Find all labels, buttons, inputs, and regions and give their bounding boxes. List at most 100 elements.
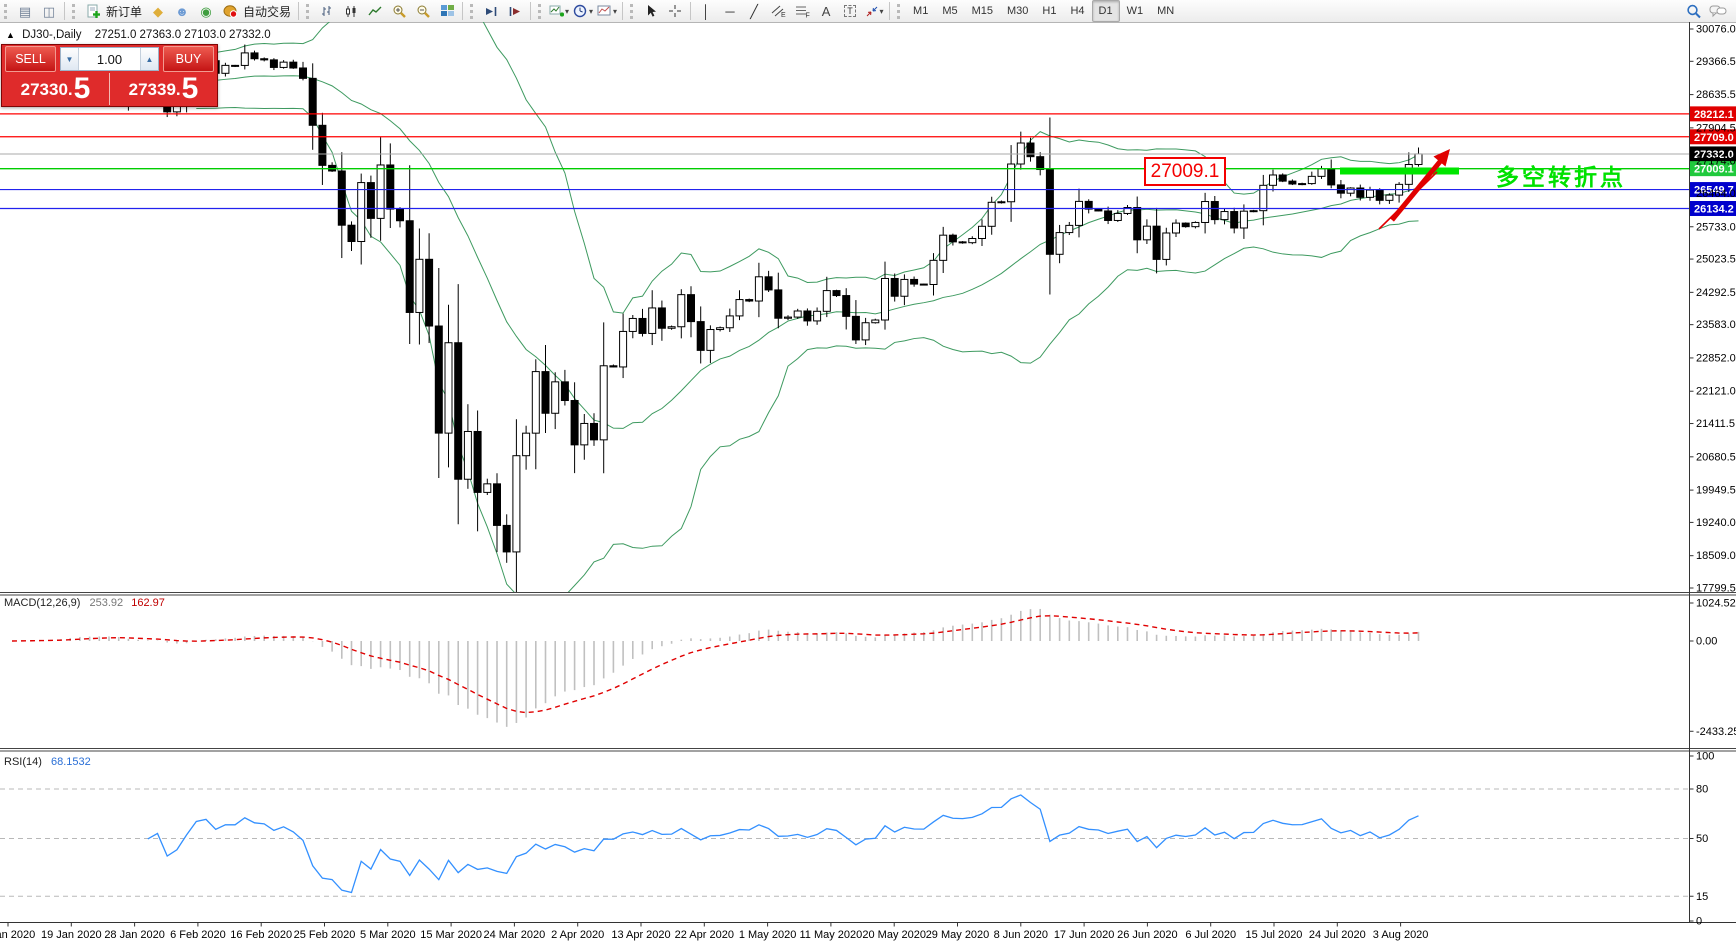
autotrade-label[interactable]: 自动交易 xyxy=(243,4,292,19)
price-badge-label: 28212.1 xyxy=(1694,109,1734,121)
chevron-down-icon: ▾ xyxy=(565,6,570,16)
cursor-icon[interactable] xyxy=(640,1,662,21)
chevron-down-icon: ▾ xyxy=(589,6,594,16)
up-arrow-head xyxy=(1433,149,1450,167)
main-chart-panel[interactable] xyxy=(0,22,1690,604)
price-tick-label: 30076.0 xyxy=(1696,24,1736,36)
date-label: 3 Aug 2020 xyxy=(1373,929,1429,941)
macd-signal-line xyxy=(11,615,1419,714)
search-icon[interactable] xyxy=(1683,1,1705,21)
up-arrow-annotation[interactable] xyxy=(1390,156,1445,222)
volume-down-button[interactable]: ▼ xyxy=(61,48,79,70)
periods-icon[interactable]: ▾ xyxy=(572,1,594,21)
new-order-label[interactable]: 新订单 xyxy=(106,4,143,19)
timeframe-h4[interactable]: H4 xyxy=(1070,5,1085,17)
timeframe-d1[interactable]: D1 xyxy=(1091,0,1120,22)
toolbar-separator xyxy=(462,2,464,20)
channel-icon[interactable]: E xyxy=(767,1,789,21)
timeframe-m15[interactable]: M15 xyxy=(971,5,993,17)
volume-stepper: ▼ 1.00 ▲ xyxy=(60,47,159,71)
hline-icon[interactable]: ─ xyxy=(725,3,735,19)
toolbar-separator xyxy=(298,2,300,20)
date-label: 9 Jan 2020 xyxy=(0,929,35,941)
zoom-in-icon[interactable] xyxy=(388,1,410,21)
community-icon[interactable]: ☻ xyxy=(175,3,189,19)
price-tick-label: 22852.0 xyxy=(1696,352,1736,364)
templates-icon[interactable]: ▾ xyxy=(596,1,618,21)
rsi-tick-label: 15 xyxy=(1696,891,1708,903)
price-badge xyxy=(1690,161,1736,177)
chart-symbol-period: DJ30-,Daily xyxy=(22,29,82,41)
metaeditor-icon[interactable]: ◆ xyxy=(153,3,164,19)
rsi-indicator-label: RSI(14) 68.1532 xyxy=(4,756,91,768)
zoom-out-icon[interactable] xyxy=(412,1,434,21)
price-axis[interactable]: 28212.1 27709.0 27332.0 27009.1 26549.7 26134… xyxy=(1689,28,1736,589)
trendline-icon[interactable]: ╱ xyxy=(750,3,758,19)
line-chart-icon[interactable] xyxy=(364,1,386,21)
buy-button[interactable]: BUY xyxy=(163,46,214,72)
macd-panel[interactable] xyxy=(11,608,1420,727)
buy-price[interactable]: 27339. 5 xyxy=(128,72,199,105)
support-highlight-segment[interactable] xyxy=(1340,167,1459,175)
price-level-annotation[interactable]: 27009.1 xyxy=(1144,157,1226,186)
one-click-trading-widget: SELL ▼ 1.00 ▲ BUY 27330. 5 27339. 5 xyxy=(1,44,218,107)
autotrade-icon[interactable] xyxy=(219,1,241,21)
fibonacci-icon[interactable]: F xyxy=(791,1,813,21)
svg-text:F: F xyxy=(805,13,809,19)
price-badge-label: 27009.1 xyxy=(1694,164,1734,176)
signals-icon[interactable]: ◉ xyxy=(200,3,212,19)
volume-input[interactable]: 1.00 xyxy=(96,51,123,67)
new-order-icon[interactable] xyxy=(82,1,104,21)
candle-chart-icon[interactable] xyxy=(340,1,362,21)
text-icon[interactable]: A xyxy=(821,3,831,19)
main-toolbar: ▤ ◫ 新订单 ◆ ☻ ◉ 自动交易 ▾ ▾ ▾ │ ─ ╱ E F A T ▾ M1 M5 M15 M30 H1 H4 D1 W… xyxy=(0,0,1736,23)
chart-list-icon[interactable]: ▤ xyxy=(18,3,32,19)
price-tick-label: 17799.5 xyxy=(1696,583,1736,595)
volume-up-button[interactable]: ▲ xyxy=(140,48,158,70)
date-label: 20 May 2020 xyxy=(862,929,926,941)
date-label: 16 Feb 2020 xyxy=(230,929,292,941)
timeframe-mn[interactable]: MN xyxy=(1157,5,1175,17)
date-label: 28 Jan 2020 xyxy=(104,929,165,941)
sell-price[interactable]: 27330. 5 xyxy=(2,73,110,105)
preview-icon[interactable]: ◫ xyxy=(42,3,56,19)
chart-title: ▲ DJ30-,Daily 27251.0 27363.0 27103.0 27… xyxy=(6,29,271,41)
auto-scroll-icon[interactable] xyxy=(480,1,502,21)
toolbar-grip xyxy=(72,3,78,19)
vline-icon[interactable]: │ xyxy=(701,3,711,19)
timeframe-h1[interactable]: H1 xyxy=(1042,5,1057,17)
timeframe-w1[interactable]: W1 xyxy=(1126,5,1144,17)
rsi-tick-label: 80 xyxy=(1696,784,1708,796)
sell-button[interactable]: SELL xyxy=(5,46,56,72)
chart-canvas[interactable]: 28212.1 27709.0 27332.0 27009.1 26549.7 26134… xyxy=(0,22,1736,946)
bar-chart-icon[interactable] xyxy=(316,1,338,21)
price-badge-label: 27332.0 xyxy=(1694,149,1734,161)
crosshair-icon[interactable] xyxy=(664,1,686,21)
timeframe-m1[interactable]: M1 xyxy=(913,5,929,17)
collapse-panel-icon[interactable]: ▲ xyxy=(6,30,15,40)
date-label: 8 Jun 2020 xyxy=(994,929,1048,941)
bull-bear-turning-point-note: 多空转折点 xyxy=(1496,164,1626,190)
tile-windows-icon[interactable] xyxy=(436,1,458,21)
toolbar-separator xyxy=(64,2,65,20)
indicators-icon[interactable]: ▾ xyxy=(548,1,570,21)
timeframe-m5[interactable]: M5 xyxy=(942,5,958,17)
price-tick-label: 18509.0 xyxy=(1696,550,1736,562)
price-tick-label: 24292.5 xyxy=(1696,287,1736,299)
timeframe-m30[interactable]: M30 xyxy=(1007,5,1029,17)
price-badge xyxy=(1690,129,1736,145)
candlestick-series xyxy=(8,44,1423,592)
label-icon[interactable]: T xyxy=(839,1,861,21)
chart-shift-icon[interactable] xyxy=(504,1,526,21)
date-label: 15 Jul 2020 xyxy=(1246,929,1303,941)
toolbar-grip xyxy=(538,3,544,19)
arrows-icon[interactable]: ▾ xyxy=(863,1,885,21)
rsi-line xyxy=(147,794,1419,894)
toolbar-separator xyxy=(530,2,532,20)
rsi-panel[interactable] xyxy=(0,788,1690,897)
price-tick-label: 23583.0 xyxy=(1696,319,1736,331)
chat-icon[interactable] xyxy=(1707,1,1729,21)
date-label: 25 Feb 2020 xyxy=(294,929,356,941)
price-tick-label: 19240.0 xyxy=(1696,517,1736,529)
